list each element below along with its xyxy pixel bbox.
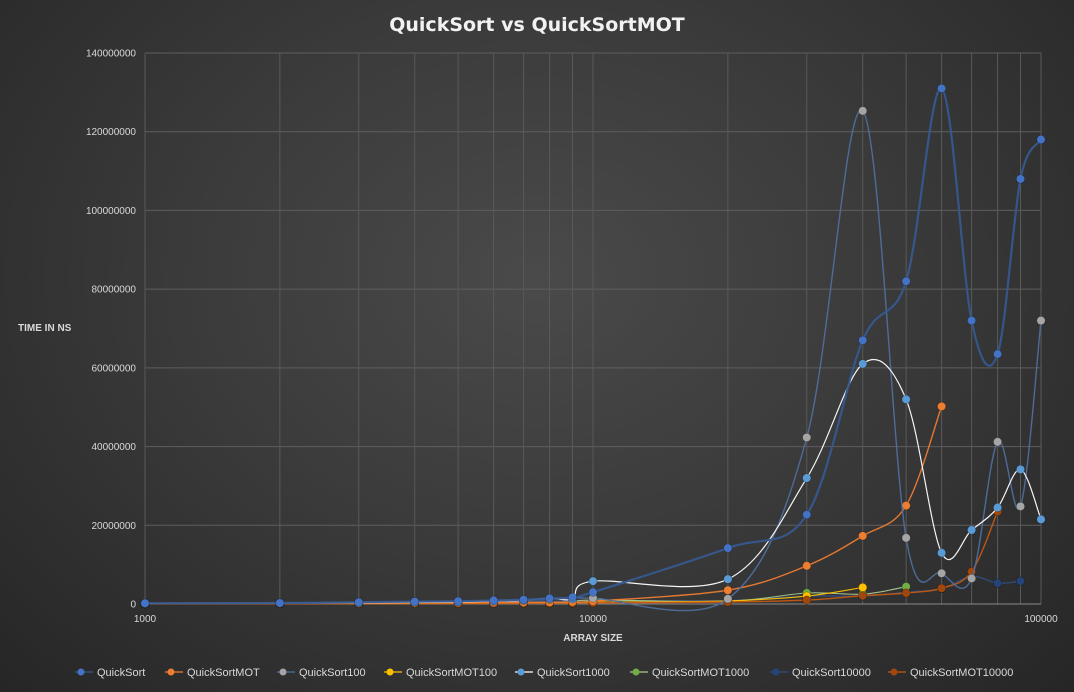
- legend-item: QuickSortMOT10000: [888, 667, 1013, 679]
- data-point: [1036, 316, 1046, 326]
- data-point: [1036, 135, 1046, 145]
- x-tick-label: 10000: [579, 614, 607, 625]
- data-point: [937, 568, 947, 578]
- legend-item: QuickSortMOT1000: [630, 667, 749, 679]
- legend-item: QuickSort10000: [770, 667, 871, 679]
- legend-label: QuickSortMOT1000: [652, 667, 749, 679]
- data-point: [140, 598, 150, 608]
- x-tick-label: 1000: [134, 614, 157, 625]
- series-line: [144, 406, 943, 605]
- data-point: [993, 578, 1003, 588]
- y-axis-title: TIME IN NS: [18, 323, 72, 334]
- y-tick-label: 40000000: [92, 442, 137, 453]
- data-point: [802, 595, 812, 605]
- data-point: [858, 359, 868, 369]
- legend-label: QuickSort100: [299, 667, 366, 679]
- legend-marker: [890, 668, 898, 676]
- data-point: [901, 501, 911, 511]
- data-point: [901, 276, 911, 286]
- series-QuickSort: [140, 83, 1046, 608]
- data-point: [1036, 514, 1046, 524]
- data-point: [489, 595, 499, 605]
- legend-item: QuickSort1000: [515, 667, 610, 679]
- legend-label: QuickSort: [97, 667, 145, 679]
- data-point: [967, 573, 977, 583]
- y-tick-label: 20000000: [92, 521, 137, 532]
- legend-label: QuickSortMOT: [187, 667, 260, 679]
- data-point: [901, 394, 911, 404]
- legend-marker: [167, 668, 175, 676]
- legend-marker: [632, 668, 640, 676]
- data-point: [967, 525, 977, 535]
- data-point: [1016, 576, 1026, 586]
- legend-label: QuickSort1000: [537, 667, 610, 679]
- x-axis-ticks: 1000 10000 100000: [134, 614, 1058, 625]
- data-point: [1016, 174, 1026, 184]
- data-point: [937, 83, 947, 93]
- data-point: [802, 561, 812, 571]
- data-point: [858, 531, 868, 541]
- legend-label: QuickSort10000: [792, 667, 871, 679]
- y-tick-label: 60000000: [92, 363, 137, 374]
- data-point: [937, 583, 947, 593]
- data-point: [901, 588, 911, 598]
- data-point: [937, 548, 947, 558]
- y-tick-label: 140000000: [86, 49, 136, 60]
- y-tick-label: 100000000: [86, 206, 136, 217]
- data-point: [1016, 464, 1026, 474]
- data-point: [723, 574, 733, 584]
- data-point: [937, 401, 947, 411]
- data-point: [967, 316, 977, 326]
- data-point: [858, 591, 868, 601]
- y-tick-label: 120000000: [86, 127, 136, 138]
- y-axis-ticks: 0 20000000 40000000 60000000 80000000 1000000…: [86, 49, 137, 611]
- data-point: [723, 594, 733, 604]
- legend-marker: [77, 668, 85, 676]
- data-point: [723, 585, 733, 595]
- legend-marker: [772, 668, 780, 676]
- data-point: [453, 596, 463, 606]
- data-point: [993, 437, 1003, 447]
- legend-item: QuickSort: [75, 667, 145, 679]
- data-point: [723, 543, 733, 553]
- data-point: [802, 473, 812, 483]
- data-point: [993, 503, 1003, 513]
- chart-title: QuickSort vs QuickSortMOT: [389, 14, 685, 36]
- data-point: [545, 593, 555, 603]
- x-tick-label: 100000: [1024, 614, 1058, 625]
- legend-item: QuickSortMOT100: [384, 667, 497, 679]
- data-point: [802, 510, 812, 520]
- data-point: [993, 349, 1003, 359]
- data-point: [802, 433, 812, 443]
- data-point: [858, 106, 868, 116]
- legend-item: QuickSort100: [277, 667, 366, 679]
- legend-marker: [279, 668, 287, 676]
- x-axis-title: ARRAY SIZE: [563, 633, 623, 644]
- legend: QuickSort QuickSortMOT QuickSort100 QuickSo…: [75, 667, 1013, 679]
- gridlines: [144, 52, 1042, 605]
- legend-label: QuickSortMOT10000: [910, 667, 1013, 679]
- series-QuickSortMOT: [140, 401, 947, 609]
- data-point: [568, 592, 578, 602]
- legend-marker: [517, 668, 525, 676]
- data-point: [588, 587, 598, 597]
- data-point: [275, 598, 285, 608]
- data-point: [588, 576, 598, 586]
- data-point: [354, 597, 364, 607]
- data-point: [858, 335, 868, 345]
- data-point: [519, 595, 529, 605]
- data-point: [901, 533, 911, 543]
- data-point: [1016, 501, 1026, 511]
- data-point: [410, 597, 420, 607]
- data-point: [858, 582, 868, 592]
- legend-label: QuickSortMOT100: [406, 667, 497, 679]
- legend-marker: [386, 668, 394, 676]
- plot-area: [140, 83, 1046, 612]
- y-tick-label: 0: [130, 600, 136, 611]
- y-tick-label: 80000000: [92, 285, 137, 296]
- legend-item: QuickSortMOT: [165, 667, 260, 679]
